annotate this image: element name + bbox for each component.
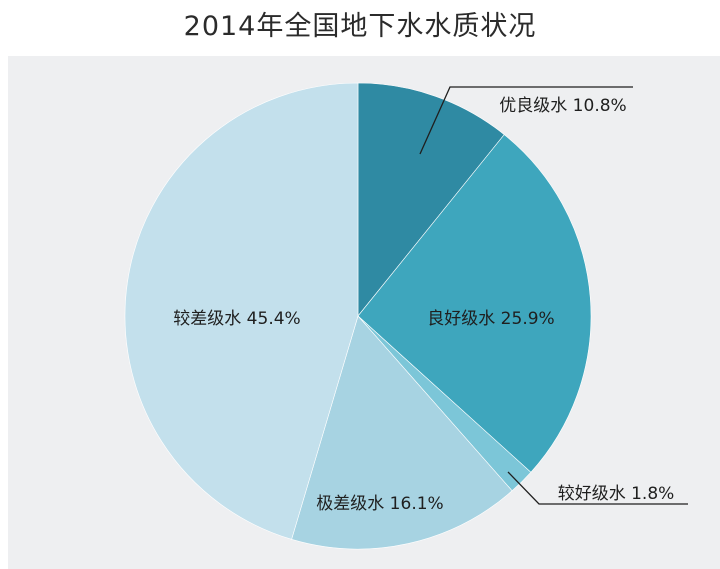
slices-layer: [124, 82, 592, 550]
slice-label-1: 良好级水 25.9%: [427, 309, 554, 329]
leaders-layer: [419, 86, 688, 505]
pie-slice-3: [291, 315, 513, 550]
chart-title: 2014年全国地下水水质状况: [183, 11, 537, 42]
pie-chart: 优良级水 10.8% 良好级水 25.9% 较好级水 1.8% 极差级水 16.…: [124, 82, 688, 550]
slice-label-2: 较好级水 1.8%: [558, 484, 675, 504]
pie-slice-4: [124, 82, 359, 540]
leader-line-0: [419, 86, 633, 155]
slice-label-4: 较差级水 45.4%: [173, 309, 300, 329]
leader-line-2: [507, 471, 688, 505]
slice-label-0: 优良级水 10.8%: [499, 96, 626, 116]
pie-slice-0: [357, 82, 505, 317]
slice-label-3: 极差级水 16.1%: [316, 494, 443, 514]
pie-slice-1: [357, 134, 592, 473]
plot-area: 优良级水 10.8% 良好级水 25.9% 较好级水 1.8% 极差级水 16.…: [8, 56, 720, 569]
labels-layer: 优良级水 10.8% 良好级水 25.9% 较好级水 1.8% 极差级水 16.…: [173, 96, 674, 514]
